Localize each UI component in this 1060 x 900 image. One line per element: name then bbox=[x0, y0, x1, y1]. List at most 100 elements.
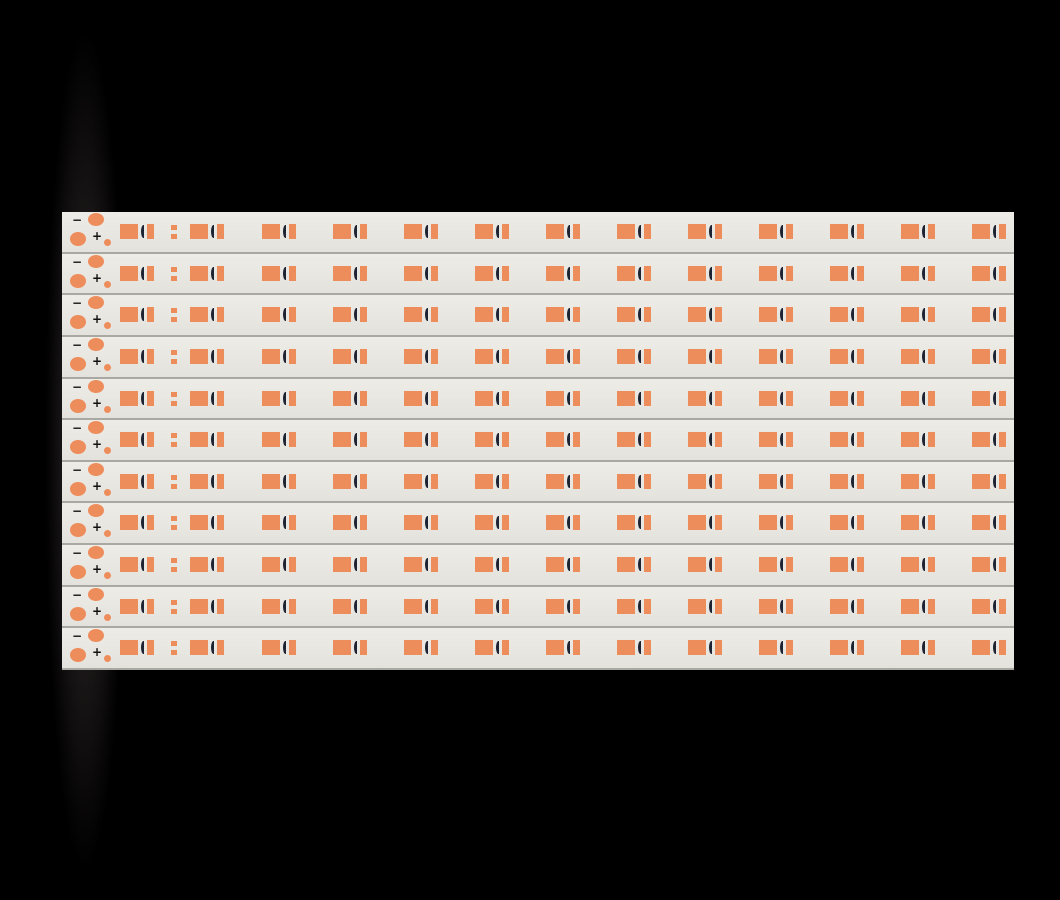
led-marker bbox=[993, 599, 998, 613]
led-pad bbox=[617, 473, 635, 489]
led-pad bbox=[786, 224, 793, 239]
led-pad bbox=[715, 557, 722, 573]
led-pad bbox=[333, 557, 351, 573]
solder-pad-plus bbox=[70, 273, 86, 288]
led-marker bbox=[993, 308, 998, 322]
led-marker bbox=[425, 433, 430, 447]
resistor-pad bbox=[171, 391, 177, 397]
minus-label: − bbox=[72, 379, 83, 394]
led-pad bbox=[190, 390, 208, 406]
led-pad bbox=[475, 598, 493, 614]
led-marker bbox=[993, 266, 998, 280]
led-pad bbox=[644, 473, 651, 489]
led-pad bbox=[289, 224, 296, 239]
led-marker bbox=[922, 641, 927, 655]
pcb-strip: − + bbox=[62, 461, 1014, 504]
led-marker bbox=[354, 349, 359, 363]
led-marker bbox=[211, 599, 216, 613]
led-pad bbox=[573, 640, 580, 656]
led-marker bbox=[211, 516, 216, 530]
led-marker bbox=[638, 474, 643, 488]
led-pad bbox=[688, 598, 706, 614]
led-marker bbox=[567, 558, 572, 572]
led-marker bbox=[567, 474, 572, 488]
led-pad bbox=[431, 557, 438, 573]
led-pad bbox=[999, 515, 1006, 531]
led-pad bbox=[262, 348, 280, 364]
led-marker bbox=[567, 308, 572, 322]
led-pad bbox=[217, 307, 224, 323]
led-pad bbox=[431, 515, 438, 531]
plus-label: + bbox=[92, 478, 103, 493]
led-pad bbox=[759, 432, 777, 448]
led-pad bbox=[901, 348, 919, 364]
led-pad bbox=[217, 390, 224, 406]
led-pad bbox=[573, 432, 580, 448]
led-pad bbox=[644, 390, 651, 406]
via-pad bbox=[104, 655, 111, 663]
led-marker bbox=[567, 516, 572, 530]
led-pad bbox=[333, 265, 351, 281]
led-pad bbox=[360, 598, 367, 614]
led-pad bbox=[786, 515, 793, 531]
resistor-pad bbox=[171, 275, 177, 281]
led-marker bbox=[141, 266, 146, 280]
led-pad bbox=[617, 390, 635, 406]
led-pad bbox=[360, 473, 367, 489]
led-marker bbox=[922, 391, 927, 405]
resistor-pad bbox=[171, 266, 177, 272]
led-marker bbox=[496, 349, 501, 363]
pcb-strip: − + bbox=[62, 336, 1014, 379]
led-pad bbox=[120, 598, 138, 614]
led-pad bbox=[928, 557, 935, 573]
led-pad bbox=[830, 515, 848, 531]
led-pad bbox=[475, 473, 493, 489]
led-pad bbox=[333, 307, 351, 323]
led-pad bbox=[857, 265, 864, 281]
resistor-pad bbox=[171, 358, 177, 364]
led-pad bbox=[786, 640, 793, 656]
led-pad bbox=[715, 307, 722, 323]
led-pad bbox=[830, 473, 848, 489]
led-pad bbox=[617, 348, 635, 364]
led-marker bbox=[211, 474, 216, 488]
led-marker bbox=[354, 599, 359, 613]
via-pad bbox=[104, 613, 111, 621]
led-pad bbox=[404, 557, 422, 573]
via-pad bbox=[104, 530, 111, 538]
led-pad bbox=[617, 515, 635, 531]
led-pad bbox=[475, 265, 493, 281]
led-pad bbox=[830, 348, 848, 364]
led-pad bbox=[617, 307, 635, 323]
led-pad bbox=[901, 224, 919, 239]
led-pad bbox=[999, 640, 1006, 656]
led-pad bbox=[289, 515, 296, 531]
led-pad bbox=[502, 515, 509, 531]
led-marker bbox=[496, 474, 501, 488]
led-marker bbox=[993, 433, 998, 447]
led-marker bbox=[922, 225, 927, 238]
resistor-pad bbox=[171, 400, 177, 406]
led-marker bbox=[567, 266, 572, 280]
led-pad bbox=[972, 640, 990, 656]
minus-label: − bbox=[72, 421, 83, 436]
led-pad bbox=[360, 640, 367, 656]
led-pad bbox=[786, 390, 793, 406]
via-pad bbox=[104, 239, 111, 246]
led-pad bbox=[759, 515, 777, 531]
solder-pad-minus bbox=[88, 254, 104, 268]
led-pad bbox=[147, 557, 154, 573]
led-pad bbox=[147, 640, 154, 656]
led-marker bbox=[283, 308, 288, 322]
minus-label: − bbox=[72, 546, 83, 561]
led-pad bbox=[972, 265, 990, 281]
led-pad bbox=[688, 640, 706, 656]
led-marker bbox=[851, 558, 856, 572]
led-pad bbox=[431, 390, 438, 406]
led-pad bbox=[759, 640, 777, 656]
pcb-strip: − + bbox=[62, 628, 1014, 670]
led-pad bbox=[120, 557, 138, 573]
led-pad bbox=[190, 432, 208, 448]
led-marker bbox=[283, 349, 288, 363]
led-pad bbox=[830, 432, 848, 448]
